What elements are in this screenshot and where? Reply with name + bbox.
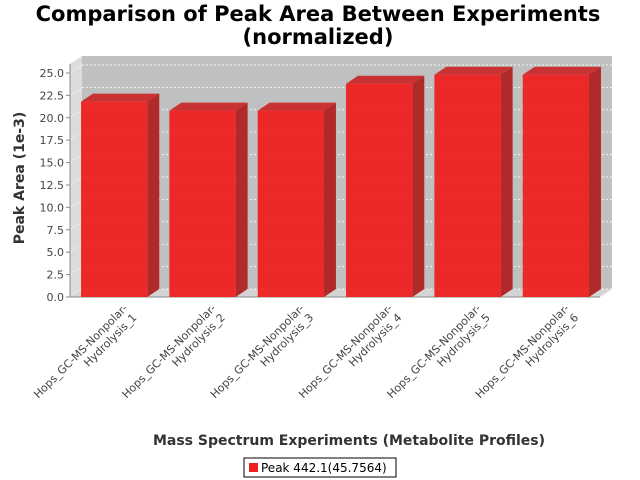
y-tick-label: 17.5 bbox=[40, 134, 65, 147]
y-tick-label: 2.5 bbox=[47, 269, 65, 282]
y-tick-label: 22.5 bbox=[40, 89, 65, 102]
bar-side bbox=[235, 102, 248, 297]
y-axis: 0.0 2.5 5.0 7.5 10.0 12.5 15.0 17.5 20.0 22.5 25.0 bbox=[40, 64, 600, 304]
category-label-line: Hops_GC-MS-Nonpolar- bbox=[31, 302, 130, 401]
gridline-side bbox=[69, 266, 83, 276]
chart-title-line2: (normalized) bbox=[243, 25, 394, 49]
y-tick-label: 20.0 bbox=[40, 112, 65, 125]
y-tick-label: 25.0 bbox=[40, 67, 65, 80]
plot-side-wall bbox=[70, 56, 82, 297]
y-tick-label: 10.0 bbox=[40, 201, 65, 214]
bar bbox=[522, 66, 601, 297]
bar bbox=[434, 66, 513, 297]
bar-front bbox=[522, 74, 589, 297]
gridline-side bbox=[69, 243, 83, 253]
bar-top bbox=[257, 102, 336, 111]
bar bbox=[81, 93, 160, 297]
bar-side bbox=[412, 75, 425, 297]
bar-top bbox=[522, 66, 601, 75]
y-tick-label: 0.0 bbox=[47, 291, 65, 304]
chart-title-line1: Comparison of Peak Area Between Experime… bbox=[36, 2, 601, 26]
y-tick-label: 5.0 bbox=[47, 246, 65, 259]
bars bbox=[81, 66, 601, 297]
y-tick-label: 12.5 bbox=[40, 179, 65, 192]
bar bbox=[346, 75, 425, 297]
bar-front bbox=[81, 101, 148, 297]
gridline-side bbox=[69, 154, 83, 163]
legend: Peak 442.1(45.7564) bbox=[243, 457, 397, 478]
gridline-side bbox=[69, 288, 83, 298]
gridline-side bbox=[69, 86, 83, 96]
bar-top bbox=[81, 93, 160, 102]
y-axis-label: Peak Area (1e-3) bbox=[12, 112, 28, 245]
bar-front bbox=[346, 83, 413, 297]
bar-side bbox=[323, 102, 336, 297]
bar-top bbox=[169, 102, 248, 111]
y-tick-label: 15.0 bbox=[40, 157, 65, 170]
y-tick-label: 7.5 bbox=[47, 224, 65, 237]
x-axis-label: Mass Spectrum Experiments (Metabolite Pr… bbox=[153, 433, 545, 449]
gridline-side bbox=[69, 64, 83, 74]
category-labels: Hops_GC-MS-Nonpolar-Hydrolysis_1Hops_GC-… bbox=[31, 302, 581, 401]
bar bbox=[257, 102, 336, 297]
gridline-side bbox=[69, 109, 83, 119]
bar-top bbox=[346, 75, 425, 84]
gridline-side bbox=[69, 221, 83, 231]
bar-front bbox=[257, 110, 324, 297]
gridline-side bbox=[69, 176, 83, 186]
legend-box bbox=[243, 457, 397, 478]
gridline-side bbox=[69, 131, 83, 141]
bar-side bbox=[500, 66, 513, 297]
bar bbox=[169, 102, 248, 297]
bar-side bbox=[147, 93, 160, 297]
legend-label: Peak 442.1(45.7564) bbox=[261, 461, 387, 475]
gridline-side bbox=[69, 198, 83, 208]
bar-top bbox=[434, 66, 513, 75]
bar-front bbox=[169, 110, 236, 297]
bar-side bbox=[588, 66, 601, 297]
legend-swatch bbox=[249, 463, 258, 472]
bar-front bbox=[434, 74, 501, 297]
